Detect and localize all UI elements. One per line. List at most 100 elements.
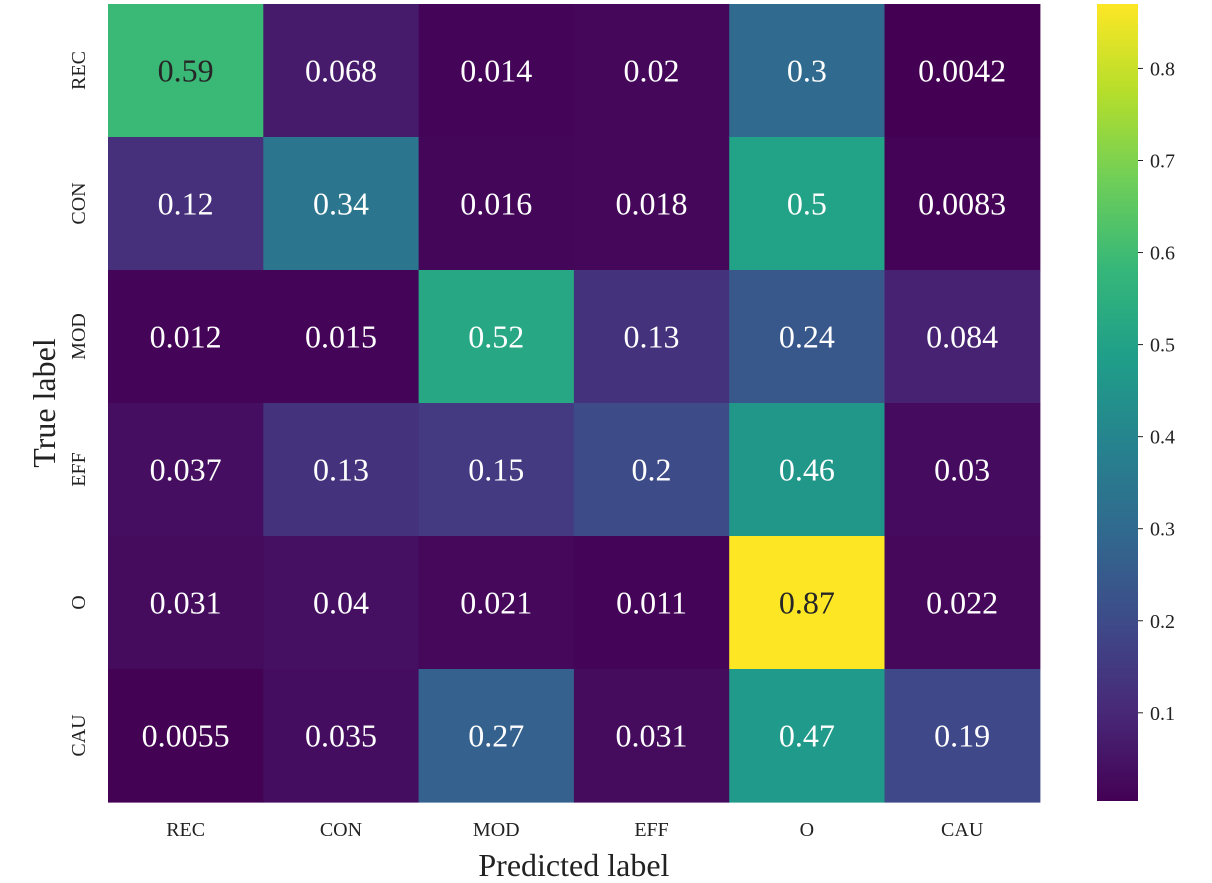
heatmap-cell xyxy=(884,403,1041,537)
x-tick-label: REC xyxy=(166,819,205,841)
heatmap-cell xyxy=(729,137,886,271)
heatmap-cell xyxy=(418,403,575,537)
cell-value-label: 0.018 xyxy=(616,186,688,222)
cell-value-label: 0.13 xyxy=(313,452,369,488)
cell-value-label: 0.0055 xyxy=(142,718,230,754)
cell-value-label: 0.47 xyxy=(779,718,835,754)
x-tick-label: CON xyxy=(320,819,362,841)
heatmap-cells xyxy=(108,4,1041,803)
colorbar-tick-labels: 0.1 0.2 0.3 0.4 0.5 0.6 0.7 0.8 xyxy=(1138,58,1175,725)
heatmap-cell xyxy=(573,669,730,803)
heatmap-cell xyxy=(418,4,575,138)
heatmap-cell xyxy=(418,270,575,404)
heatmap-cell xyxy=(573,403,730,537)
heatmap-cell xyxy=(884,536,1041,670)
y-tick-label: CAU xyxy=(68,714,90,757)
cell-value-label: 0.03 xyxy=(934,452,990,488)
cell-value-label: 0.3 xyxy=(787,53,827,89)
heatmap-cell xyxy=(573,4,730,138)
colorbar-tick-label: 0.7 xyxy=(1150,150,1175,172)
cell-value-label: 0.13 xyxy=(624,319,680,355)
cell-value-label: 0.016 xyxy=(460,186,532,222)
heatmap-cell xyxy=(729,270,886,404)
heatmap-cell xyxy=(884,270,1041,404)
y-tick-label: O xyxy=(68,595,90,609)
y-axis-title: True label xyxy=(26,338,62,468)
heatmap-cell-labels: 0.59 0.068 0.014 0.02 0.3 0.0042 0.12 0.34 0.016… xyxy=(142,53,1007,754)
cell-value-label: 0.015 xyxy=(305,319,377,355)
colorbar-tick-label: 0.8 xyxy=(1150,58,1175,80)
heatmap-cell xyxy=(884,137,1041,271)
heatmap-cell xyxy=(108,669,264,803)
cell-value-label: 0.24 xyxy=(779,319,835,355)
cell-value-label: 0.2 xyxy=(632,452,672,488)
heatmap-cell xyxy=(884,669,1041,803)
cell-value-label: 0.031 xyxy=(150,585,222,621)
cell-value-label: 0.12 xyxy=(158,186,214,222)
cell-value-label: 0.022 xyxy=(926,585,998,621)
heatmap-cell xyxy=(729,4,886,138)
y-tick-label: CON xyxy=(68,182,90,224)
cell-value-label: 0.59 xyxy=(158,53,214,89)
cell-value-label: 0.031 xyxy=(616,718,688,754)
heatmap-cell xyxy=(263,270,420,404)
heatmap-cell xyxy=(108,536,264,670)
y-tick-label: EFF xyxy=(68,452,90,486)
colorbar-tick-label: 0.6 xyxy=(1150,243,1175,265)
cell-value-label: 0.037 xyxy=(150,452,222,488)
cell-value-label: 0.021 xyxy=(460,585,532,621)
heatmap-cell xyxy=(418,536,575,670)
heatmap-cell xyxy=(418,137,575,271)
colorbar-tick-label: 0.4 xyxy=(1150,427,1175,449)
cell-value-label: 0.068 xyxy=(305,53,377,89)
y-tick-label: REC xyxy=(68,51,90,90)
cell-value-label: 0.0083 xyxy=(918,186,1006,222)
cell-value-label: 0.19 xyxy=(934,718,990,754)
cell-value-label: 0.0042 xyxy=(918,53,1006,89)
cell-value-label: 0.011 xyxy=(616,585,687,621)
x-tick-label: O xyxy=(800,819,814,841)
cell-value-label: 0.035 xyxy=(305,718,377,754)
y-axis-tick-labels: REC CON MOD EFF O CAU xyxy=(68,51,90,757)
cell-value-label: 0.012 xyxy=(150,319,222,355)
heatmap-cell xyxy=(108,4,264,138)
x-tick-label: CAU xyxy=(941,819,984,841)
heatmap-cell xyxy=(729,536,886,670)
cell-value-label: 0.014 xyxy=(460,53,532,89)
colorbar-tick-label: 0.2 xyxy=(1150,611,1175,633)
colorbar-tick-label: 0.3 xyxy=(1150,519,1175,541)
cell-value-label: 0.34 xyxy=(313,186,369,222)
heatmap-cell xyxy=(729,669,886,803)
cell-value-label: 0.02 xyxy=(624,53,680,89)
heatmap-cell xyxy=(263,137,420,271)
x-tick-label: EFF xyxy=(634,819,668,841)
cell-value-label: 0.04 xyxy=(313,585,369,621)
x-tick-label: MOD xyxy=(473,819,520,841)
cell-value-label: 0.5 xyxy=(787,186,827,222)
cell-value-label: 0.084 xyxy=(926,319,998,355)
heatmap-cell xyxy=(108,403,264,537)
heatmap-cell xyxy=(263,403,420,537)
heatmap-cell xyxy=(263,536,420,670)
cell-value-label: 0.46 xyxy=(779,452,835,488)
cell-value-label: 0.15 xyxy=(468,452,524,488)
y-tick-label: MOD xyxy=(68,313,90,360)
colorbar xyxy=(1097,4,1138,801)
heatmap-cell xyxy=(108,137,264,271)
colorbar-tick-label: 0.5 xyxy=(1150,335,1175,357)
x-axis-title: Predicted label xyxy=(478,847,669,883)
colorbar-tick-label: 0.1 xyxy=(1150,703,1175,725)
heatmap-cell xyxy=(418,669,575,803)
heatmap-cell xyxy=(573,270,730,404)
heatmap-cell xyxy=(884,4,1041,138)
heatmap-cell xyxy=(108,270,264,404)
heatmap-cell xyxy=(263,4,420,138)
x-axis-tick-labels: REC CON MOD EFF O CAU xyxy=(166,819,984,841)
cell-value-label: 0.27 xyxy=(468,718,524,754)
heatmap-cell xyxy=(573,137,730,271)
cell-value-label: 0.87 xyxy=(779,585,835,621)
cell-value-label: 0.52 xyxy=(468,319,524,355)
heatmap-cell xyxy=(729,403,886,537)
heatmap-cell xyxy=(263,669,420,803)
